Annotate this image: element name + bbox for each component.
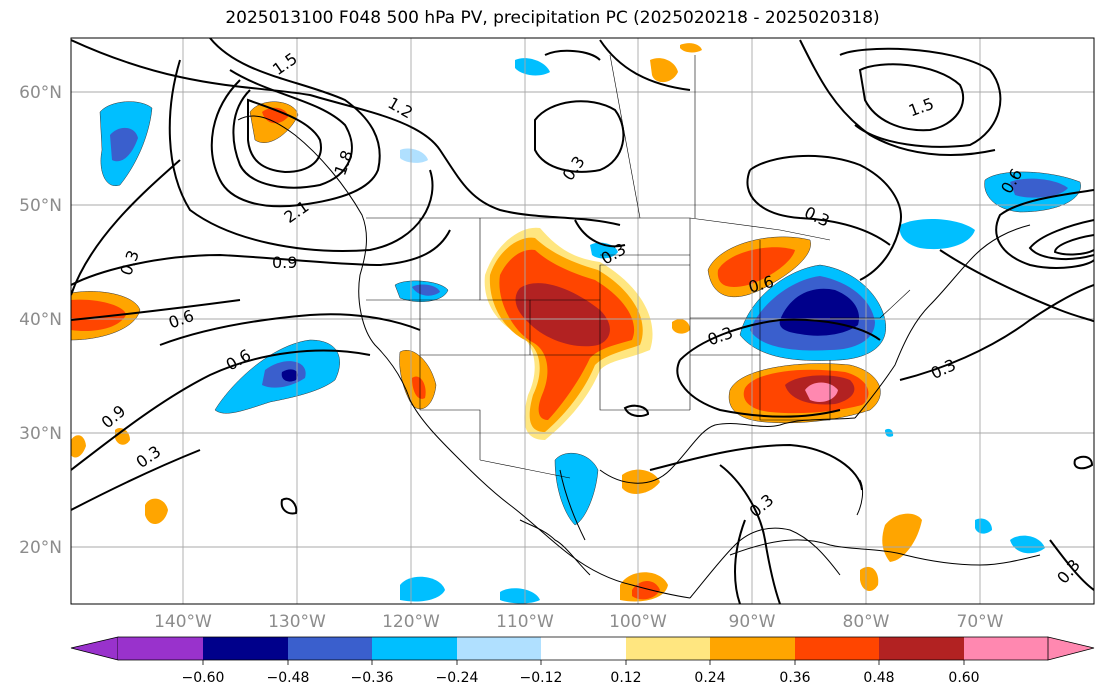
lat-label-20n: 20°N	[19, 538, 62, 558]
colorbar-bin	[626, 637, 710, 660]
colorbar-bin	[288, 637, 372, 660]
lat-label-50n: 50°N	[19, 196, 62, 216]
lon-label-90w: 90°W	[729, 612, 776, 632]
colorbar: −0.60 −0.48 −0.36 −0.24 −0.12 0.12 0.24 …	[70, 636, 1095, 686]
colorbar-bin	[372, 637, 457, 660]
colorbar-tick-label: −0.12	[520, 670, 563, 686]
lon-label-100w: 100°W	[609, 612, 667, 632]
colorbar-bin	[964, 637, 1048, 660]
colorbar-bin	[879, 637, 964, 660]
colorbar-tick-label: −0.24	[436, 670, 479, 686]
colorbar-bin	[710, 637, 795, 660]
contour-label: 0.9	[272, 253, 297, 272]
colorbar-bin	[541, 637, 626, 660]
colorbar-tick-label: 0.24	[694, 670, 725, 686]
latitude-labels: 60°N 50°N 40°N 30°N 20°N	[19, 83, 62, 558]
colorbar-extend-min	[70, 636, 119, 661]
lon-label-110w: 110°W	[496, 612, 554, 632]
colorbar-tick-label: 0.48	[863, 670, 894, 686]
colorbar-extend-max	[1047, 636, 1095, 661]
lon-label-140w: 140°W	[154, 612, 212, 632]
colorbar-tick-label: −0.60	[182, 670, 225, 686]
colorbar-tick-label: 0.36	[779, 670, 810, 686]
colorbar-tick-label: −0.36	[351, 670, 394, 686]
lon-label-80w: 80°W	[843, 612, 890, 632]
colorbar-tick-label: −0.48	[267, 670, 310, 686]
political-borders	[366, 54, 911, 479]
lat-label-40n: 40°N	[19, 310, 62, 330]
lat-label-30n: 30°N	[19, 424, 62, 444]
lon-label-70w: 70°W	[957, 612, 1004, 632]
map-panel: 1.5 1.2 2.1 1.8 0.3 0.9 0.6 0.6 0.9 0.3 …	[70, 37, 1095, 605]
colorbar-bin	[795, 637, 879, 660]
longitude-labels: 140°W 130°W 120°W 110°W 100°W 90°W 80°W …	[154, 612, 1004, 632]
coastlines	[237, 115, 1041, 599]
colorbar-tick-label: 0.12	[610, 670, 641, 686]
colorbar-bin	[203, 637, 288, 660]
pv-contours	[71, 38, 1094, 604]
lon-label-120w: 120°W	[382, 612, 440, 632]
colorbar-tick-label: 0.60	[948, 670, 979, 686]
map-title: 2025013100 F048 500 hPa PV, precipitatio…	[225, 8, 880, 28]
lon-label-130w: 130°W	[268, 612, 326, 632]
colorbar-bin	[118, 637, 203, 660]
colorbar-bin	[457, 637, 541, 660]
lat-label-60n: 60°N	[19, 83, 62, 103]
